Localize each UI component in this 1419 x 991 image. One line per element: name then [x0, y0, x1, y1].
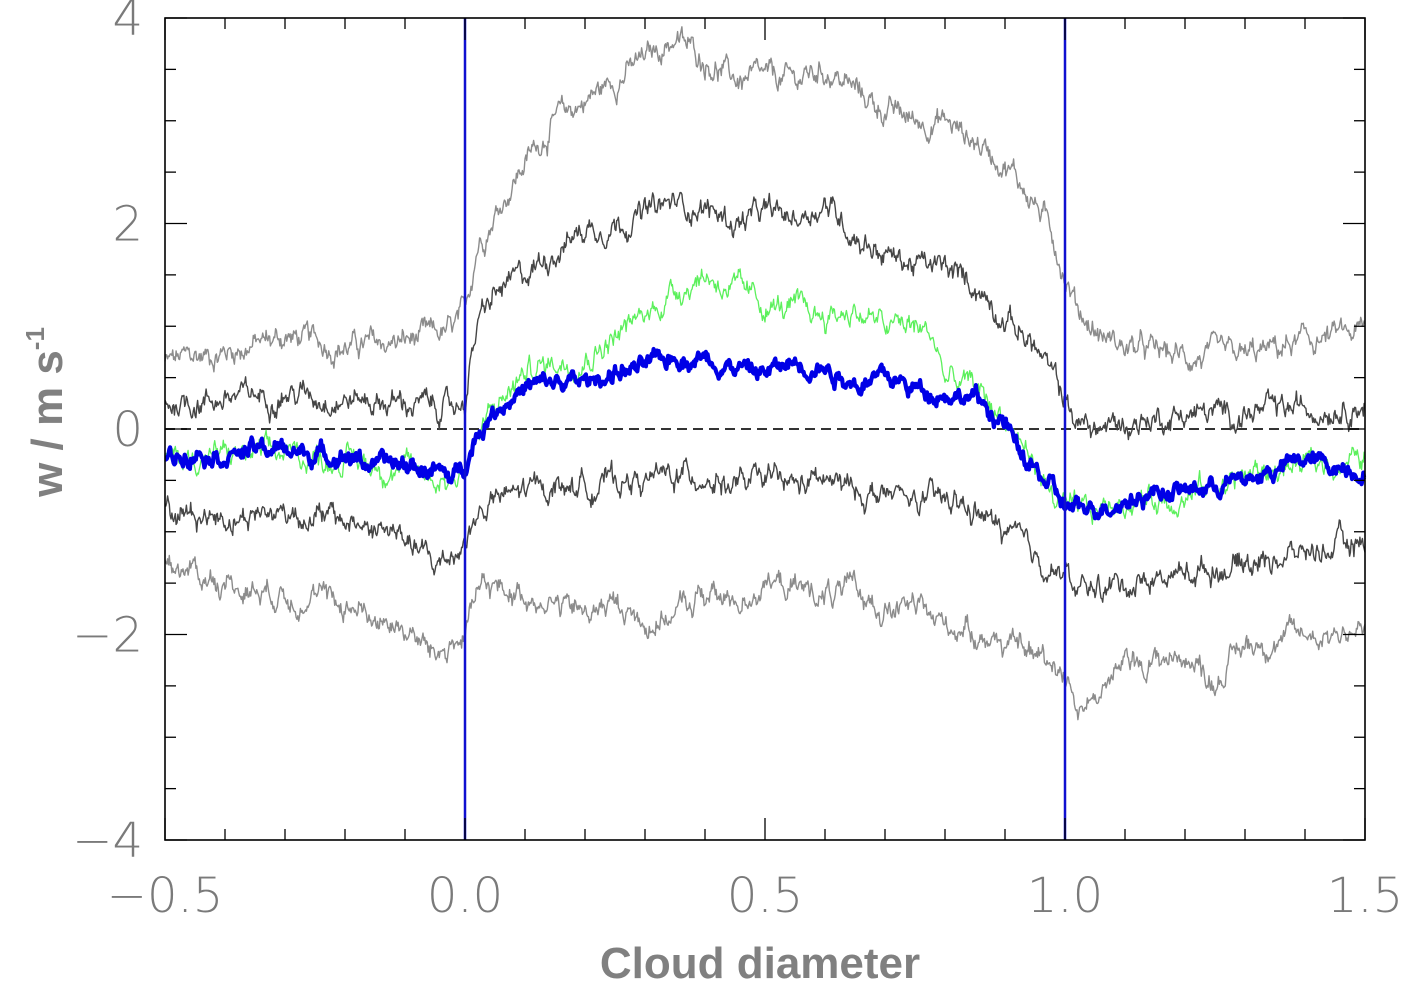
series-line-2	[164, 191, 1366, 441]
y-axis-title-superscript: -1	[20, 327, 50, 350]
series-line-1	[164, 26, 1366, 373]
y-tick-label: −4	[72, 813, 143, 869]
x-tick-label: 0.0	[427, 868, 503, 924]
x-tick-label: 1.0	[1027, 868, 1103, 924]
y-tick-label: 4	[112, 0, 143, 47]
y-tick-label: −2	[72, 608, 143, 664]
x-tick-label: 0.5	[727, 868, 803, 924]
series-line-6	[164, 554, 1366, 721]
y-tick-label: 0	[112, 402, 143, 458]
x-axis-title: Cloud diameter	[600, 939, 920, 988]
x-tick-label: −0.5	[107, 868, 224, 924]
series-line-5	[164, 457, 1366, 603]
tick-labels: −0.5 0.0 0.5 1.0 1.5 −4 −2 0 2 4	[72, 0, 1403, 924]
y-tick-label: 2	[112, 197, 143, 253]
plot-area	[163, 18, 1367, 840]
series-line-4	[163, 346, 1367, 521]
y-axis-title-main: w / m s	[23, 350, 72, 498]
x-tick-label: 1.5	[1327, 868, 1403, 924]
axis-ticks	[164, 17, 1366, 841]
y-axis-title: w / m s-1	[20, 327, 72, 498]
